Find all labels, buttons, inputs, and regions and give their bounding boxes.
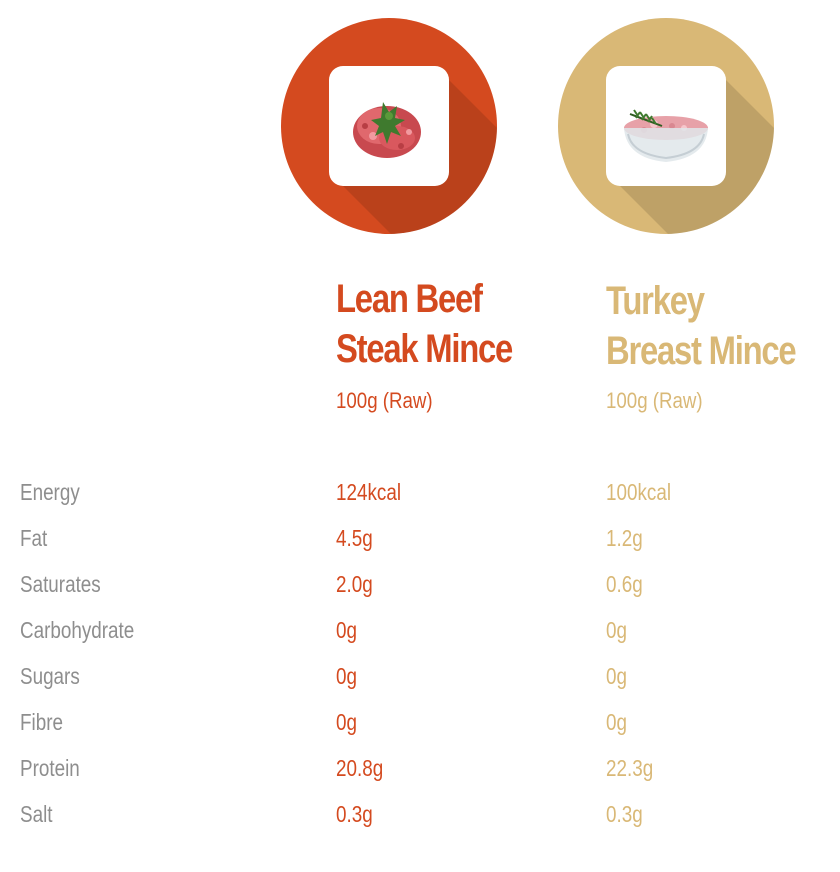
nutrient-label-saturates: Saturates [20,571,101,597]
beef-salt-value: 0.3g [336,801,373,827]
turkey-salt-value: 0.3g [606,801,643,827]
beef-protein-value: 20.8g [336,755,384,781]
beef-title-line2: Steak Mince [336,327,513,371]
nutrient-label-fibre: Fibre [20,709,63,735]
beef-sugars-value: 0g [336,663,357,689]
turkey-image-tile [606,66,726,186]
nutrient-label-protein: Protein [20,755,80,781]
beef-portion: 100g (Raw) [336,388,433,413]
nutrient-label-sugars: Sugars [20,663,80,689]
beef-carbohydrate-value: 0g [336,617,357,643]
nutrient-label-salt: Salt [20,801,53,827]
turkey-fat-value: 1.2g [606,525,643,551]
beef-image-tile [329,66,449,186]
beef-badge [281,18,497,234]
turkey-saturates-value: 0.6g [606,571,643,597]
turkey-sugars-value: 0g [606,663,627,689]
turkey-portion: 100g (Raw) [606,388,703,413]
nutrient-label-carbohydrate: Carbohydrate [20,617,135,643]
turkey-title-line1: Turkey [606,279,705,323]
turkey-energy-value: 100kcal [606,479,672,505]
turkey-badge [558,18,774,234]
beef-title-line1: Lean Beef [336,277,483,321]
beef-fibre-value: 0g [336,709,357,735]
turkey-title-line2: Breast Mince [606,329,797,373]
turkey-carbohydrate-value: 0g [606,617,627,643]
nutrient-label-energy: Energy [20,479,80,505]
beef-energy-value: 124kcal [336,479,402,505]
turkey-protein-value: 22.3g [606,755,654,781]
nutrient-label-fat: Fat [20,525,48,551]
beef-fat-value: 4.5g [336,525,373,551]
turkey-fibre-value: 0g [606,709,627,735]
turkey-mince-bowl-icon [624,109,708,162]
beef-saturates-value: 2.0g [336,571,373,597]
beef-mince-icon [353,102,421,158]
